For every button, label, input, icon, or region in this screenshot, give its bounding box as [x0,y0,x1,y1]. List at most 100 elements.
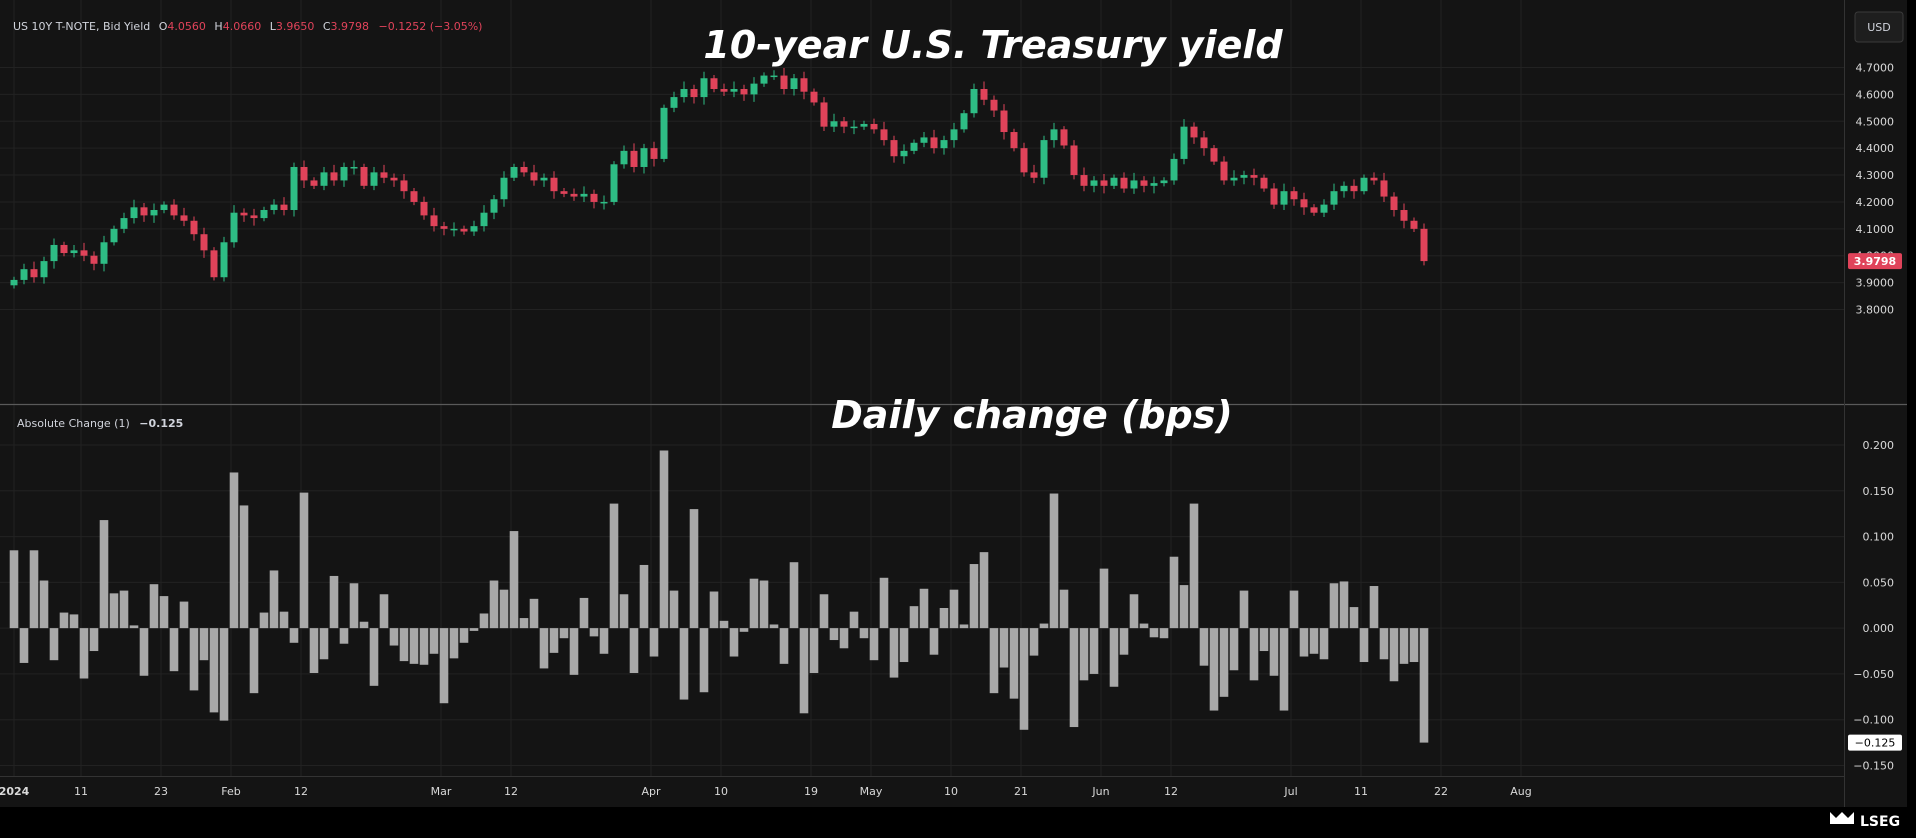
candle-body [200,234,208,251]
candle [470,220,478,236]
candle [1060,126,1068,149]
candle-body [640,148,648,167]
candle [1330,183,1338,211]
last-change-tag [1848,734,1902,751]
change-bar [1279,628,1289,711]
candle [620,145,628,169]
candle-body [590,193,598,202]
change-bar [409,628,419,664]
candle-body [1170,158,1178,181]
candle-body [920,137,928,143]
candle-body [220,242,228,278]
change-bar [879,577,889,629]
candle [840,116,848,134]
currency-button[interactable] [1854,11,1904,43]
candle-body [70,250,78,254]
candle-body [910,142,918,151]
candle [120,212,128,234]
change-bar [599,628,609,654]
candle [510,163,518,181]
change-axis[interactable]: 0.200 0.150 0.100 0.050 0.000 −0.050 −0.100 −0.… [1853,439,1894,773]
candle-body [1340,185,1348,192]
candle [580,186,588,202]
change-bar [1409,628,1419,663]
change-tick-label: −0.100 [1853,714,1894,727]
candle [1100,173,1108,194]
candle [1340,181,1348,198]
candle [1180,119,1188,165]
candle-body [480,212,488,227]
symbol-name[interactable]: US 10Y T-NOTE, Bid Yield [13,20,150,33]
change-bar [569,628,579,675]
candle-body [830,121,838,127]
candle [420,196,428,220]
change-bar [1169,556,1179,629]
candle-body [1400,210,1408,221]
candle [260,206,268,222]
indicator-label[interactable]: Absolute Change (1) [17,417,130,430]
lseg-logo-mark-icon [1830,812,1854,824]
candle-body [60,244,68,254]
last-change-tag-label: −0.125 [1855,737,1896,750]
change-bar [1339,581,1349,629]
candle-body [1350,185,1358,192]
change-bar [1349,607,1359,629]
price-tick-label: 4.1000 [1856,223,1895,236]
candle [1410,217,1418,233]
change-bar [1099,568,1109,629]
change-bar [579,597,589,629]
change-bar [899,628,909,663]
change-bar [1079,628,1089,681]
time-tick-label: Aug [1510,785,1531,798]
candle [230,205,238,248]
low-label: L [270,20,277,33]
candle-body [620,150,628,165]
change-bar [719,620,729,629]
change-bar [279,611,289,629]
change-bar [1299,628,1309,657]
change-bar [449,628,459,659]
candle-body [1300,199,1308,208]
candle [1400,203,1408,229]
candle [980,81,988,106]
indicator-value: −0.125 [139,417,183,430]
change-bar [429,628,439,654]
time-tick-label: 2024 [0,785,30,798]
candle [560,187,568,198]
change-bar [229,472,239,629]
candle [1030,164,1038,184]
change-bar [859,628,869,639]
candle-body [300,166,308,181]
change-bar [849,611,859,629]
candle [100,235,108,272]
candle-body [930,137,938,149]
candle-body [190,220,198,235]
candle [830,113,838,133]
change-bar [1219,628,1229,697]
time-tick-label: 10 [944,785,958,798]
indicator-legend: Absolute Change (1) −0.125 [17,417,183,430]
candle-body [490,199,498,213]
change-bar [1239,590,1249,629]
candle [890,135,898,163]
candle [530,164,538,186]
change-bar [969,564,979,629]
time-axis[interactable]: 2024 11 23 Feb 12 Mar 12 Apr 10 19 May 10 21 Jun 12 Jul… [0,785,1532,798]
candle-body [100,242,108,264]
change-bar [199,628,209,661]
change-bar [1359,628,1369,663]
candle-body [1020,148,1028,173]
change-bar [739,628,749,632]
candle-body [600,201,608,204]
change-bar [649,628,659,657]
candle [650,141,658,167]
candle-body [1110,177,1118,186]
change-bar [779,628,789,664]
change-bar [349,583,359,629]
candle [1130,172,1138,194]
candle [460,225,468,235]
candle-body [1280,191,1288,205]
candle [400,173,408,199]
change-tick-label: 0.200 [1863,439,1895,452]
